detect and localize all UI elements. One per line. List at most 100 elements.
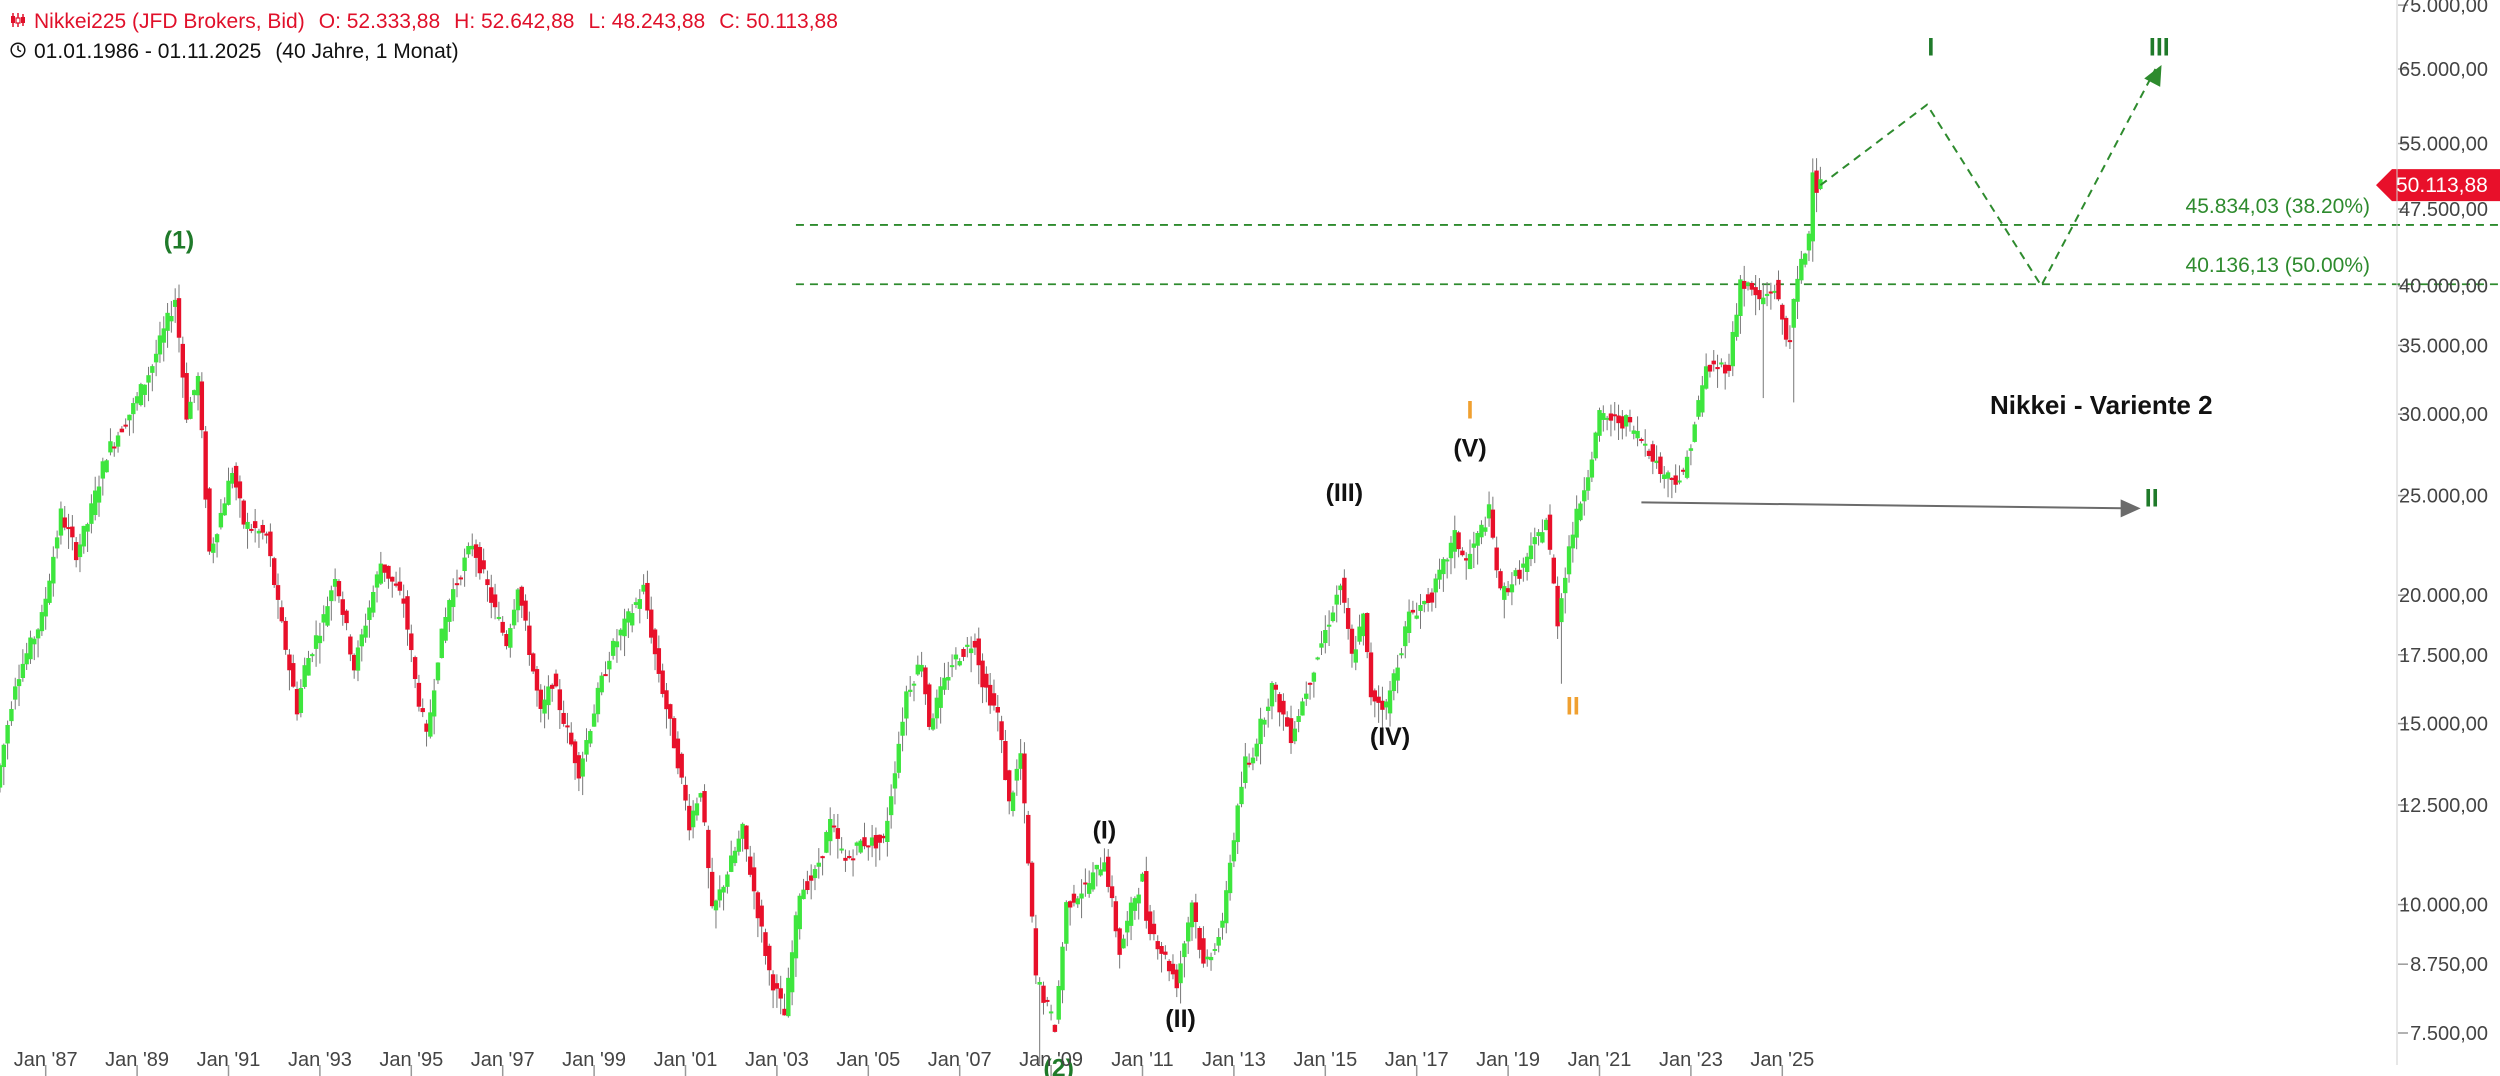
candle — [1140, 873, 1145, 882]
candle — [485, 579, 490, 586]
candle — [1783, 317, 1789, 340]
candle — [1791, 298, 1796, 328]
candle — [222, 503, 227, 516]
candle — [1776, 279, 1781, 300]
candle — [51, 556, 56, 584]
candle — [1475, 532, 1480, 546]
candle — [1722, 364, 1728, 374]
candle — [610, 640, 616, 656]
x-tick-label: Jan '05 — [836, 1049, 900, 1071]
candle — [1117, 928, 1122, 955]
candle — [275, 585, 281, 600]
candle — [374, 574, 380, 588]
candle — [629, 613, 635, 626]
candle — [713, 900, 719, 911]
candle — [569, 732, 574, 745]
candle — [987, 684, 993, 706]
y-tick-label: 47.500,00 — [2399, 199, 2488, 221]
y-axis: 75.000,00 65.000,00 55.000,00 47.500,00 40.0… — [2396, 0, 2488, 1065]
wave-label: II — [2145, 484, 2159, 512]
candle — [1486, 504, 1492, 519]
candle — [1121, 938, 1126, 949]
candle — [1094, 864, 1099, 870]
y-tick-label: 20.000,00 — [2399, 585, 2488, 607]
candle — [1429, 592, 1435, 603]
candle — [20, 663, 26, 678]
candle — [371, 591, 376, 613]
candle — [1662, 474, 1667, 480]
candle — [557, 689, 563, 711]
x-tick-label: Jan '91 — [197, 1049, 261, 1071]
candle — [645, 582, 650, 611]
candle — [530, 653, 536, 672]
low-value: L: 48.243,88 — [588, 10, 706, 33]
candle — [230, 472, 235, 484]
y-tick-label: 15.000,00 — [2399, 714, 2488, 736]
candle — [1304, 693, 1309, 699]
candle — [1071, 893, 1077, 903]
candle — [1273, 684, 1278, 690]
candle — [390, 576, 395, 582]
candle — [1715, 367, 1720, 370]
candle — [108, 441, 113, 453]
candle — [287, 654, 292, 671]
candle — [1144, 871, 1149, 921]
candle — [165, 312, 170, 331]
candle — [580, 758, 585, 777]
candle — [1265, 706, 1271, 711]
candle — [1060, 946, 1065, 991]
candle — [1220, 920, 1225, 928]
candle — [73, 542, 79, 561]
candle — [58, 508, 64, 536]
wave-label: II — [1566, 693, 1580, 721]
candle — [1753, 287, 1758, 296]
candle — [32, 638, 37, 645]
candle — [1246, 762, 1252, 765]
candle — [1555, 585, 1560, 627]
candle — [1045, 999, 1050, 1002]
candle — [1437, 569, 1442, 580]
candle — [420, 708, 425, 713]
candle — [264, 533, 269, 536]
candle — [1483, 527, 1488, 532]
candle — [1136, 894, 1141, 904]
candle — [911, 683, 917, 686]
candle — [298, 687, 304, 713]
candle — [1707, 364, 1713, 372]
candle — [892, 773, 898, 789]
candle — [729, 855, 734, 872]
candle — [949, 665, 955, 668]
candle — [1007, 770, 1012, 802]
candle — [1330, 612, 1336, 622]
candle — [1269, 683, 1275, 707]
candle — [1669, 477, 1675, 480]
candle — [1174, 969, 1179, 989]
y-tick-label: 75.000,00 — [2399, 0, 2488, 17]
candle — [599, 675, 604, 693]
candle — [1681, 469, 1686, 472]
candle — [157, 335, 163, 355]
candle — [294, 689, 300, 715]
candle — [778, 988, 783, 999]
candle — [1643, 443, 1648, 446]
candle — [115, 435, 121, 447]
candle — [1742, 280, 1747, 289]
candle — [1627, 416, 1633, 423]
candle — [1041, 985, 1046, 1003]
candle — [687, 805, 692, 831]
candle — [1521, 563, 1526, 568]
candle — [919, 664, 924, 672]
candle — [1208, 956, 1214, 961]
candle — [1772, 290, 1777, 293]
candle — [332, 578, 338, 587]
candle — [1, 744, 7, 768]
candle — [325, 606, 330, 626]
candle — [1345, 608, 1351, 629]
candle — [1612, 414, 1617, 417]
wave-label: III — [2149, 33, 2170, 61]
date-range: 01.01.1986 - 01.11.2025 — [34, 40, 262, 63]
y-tick-label: 8.750,00 — [2410, 954, 2488, 976]
candle — [1376, 696, 1381, 703]
candle — [1288, 718, 1294, 744]
